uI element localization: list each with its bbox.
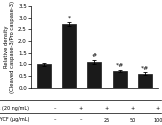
Text: *#: *# [141,66,149,70]
Text: TNF-α (20 ng/mL): TNF-α (20 ng/mL) [0,106,29,111]
Text: +: + [156,106,160,111]
Bar [113,71,127,88]
Text: +: + [130,106,134,111]
Text: 50: 50 [129,118,135,122]
Text: +: + [104,106,109,111]
Text: 100: 100 [153,118,162,122]
Text: *: * [68,15,71,20]
Text: –: – [54,118,57,122]
Text: –: – [54,106,57,111]
Text: PYCF (μg/mL): PYCF (μg/mL) [0,118,29,122]
Bar [62,24,76,88]
Text: *#: *# [116,63,124,68]
Text: #: # [92,54,97,59]
Y-axis label: Relative density
(Cleaved caspase-3/Pro caspase-3): Relative density (Cleaved caspase-3/Pro … [4,1,15,93]
Bar [138,74,152,88]
Bar [37,64,51,88]
Bar [87,62,101,88]
Text: 25: 25 [104,118,110,122]
Text: +: + [79,106,83,111]
Text: –: – [80,118,82,122]
